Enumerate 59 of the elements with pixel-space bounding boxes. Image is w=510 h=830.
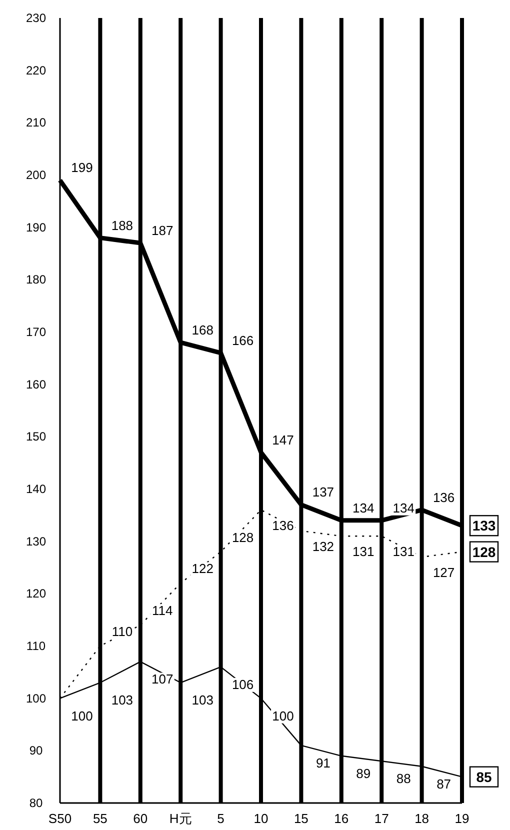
y-tick-label: 100 xyxy=(26,691,46,706)
data-label: 85 xyxy=(476,768,492,785)
y-tick-label: 190 xyxy=(26,220,46,234)
x-tick-label: S50 xyxy=(48,811,72,826)
data-label: 132 xyxy=(312,538,334,554)
data-label: 100 xyxy=(71,708,93,724)
y-tick-label: 200 xyxy=(26,168,46,182)
data-label: 134 xyxy=(392,500,414,516)
y-tick-label: 80 xyxy=(29,796,43,810)
x-tick-label: 60 xyxy=(133,811,148,826)
data-label: 131 xyxy=(352,544,374,560)
data-label: 89 xyxy=(356,766,371,781)
x-tick-label: 16 xyxy=(334,811,349,826)
data-label: 127 xyxy=(432,565,455,580)
x-tick-label: 19 xyxy=(454,811,470,826)
data-label: 114 xyxy=(152,603,173,618)
x-tick-label: H元 xyxy=(169,811,192,826)
data-label: 187 xyxy=(152,223,174,238)
data-label: 91 xyxy=(316,755,330,770)
data-label: 107 xyxy=(152,672,174,687)
y-tick-label: 220 xyxy=(26,63,46,78)
data-label: 199 xyxy=(71,160,93,176)
x-tick-label: 17 xyxy=(374,811,389,826)
x-tick-label: 5 xyxy=(217,811,224,826)
data-label: 147 xyxy=(272,432,294,448)
data-label: 188 xyxy=(111,218,134,233)
y-tick-label: 170 xyxy=(26,325,46,339)
data-label: 122 xyxy=(192,561,214,576)
data-label: 110 xyxy=(112,624,133,639)
y-tick-label: 160 xyxy=(26,377,46,392)
x-tick-label: 55 xyxy=(92,811,108,826)
x-tick-label: 18 xyxy=(414,811,430,826)
data-label: 133 xyxy=(472,518,496,534)
y-tick-label: 180 xyxy=(26,272,46,287)
y-tick-label: 110 xyxy=(26,639,46,653)
y-tick-label: 210 xyxy=(26,116,46,130)
y-tick-label: 120 xyxy=(26,586,46,601)
data-label: 166 xyxy=(232,332,254,348)
x-tick-label: 10 xyxy=(254,811,268,826)
data-label: 103 xyxy=(111,692,134,708)
x-tick-label: 15 xyxy=(294,811,308,826)
data-label: 128 xyxy=(232,530,254,545)
data-label: 136 xyxy=(272,518,294,533)
data-label: 137 xyxy=(312,484,334,500)
y-tick-label: 140 xyxy=(26,482,46,496)
data-label: 88 xyxy=(396,771,411,786)
data-label: 87 xyxy=(436,776,452,792)
data-label: 134 xyxy=(352,500,374,516)
data-label: 168 xyxy=(192,322,214,338)
data-label: 103 xyxy=(192,692,214,708)
y-tick-label: 230 xyxy=(26,11,46,25)
data-label: 128 xyxy=(472,544,496,560)
data-label: 131 xyxy=(392,544,414,560)
data-label: 136 xyxy=(432,490,455,505)
y-tick-label: 90 xyxy=(29,744,43,758)
y-tick-label: 130 xyxy=(26,534,46,548)
data-label: 100 xyxy=(272,708,294,724)
y-tick-label: 150 xyxy=(26,430,46,444)
data-label: 106 xyxy=(232,676,254,692)
